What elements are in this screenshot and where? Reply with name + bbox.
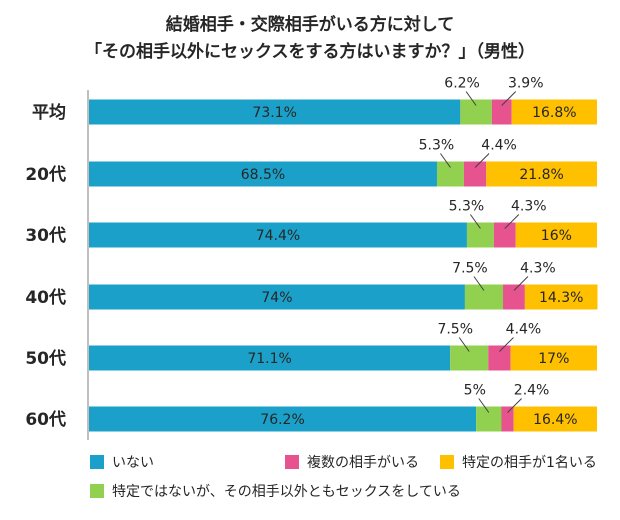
bar-segment bbox=[89, 222, 467, 248]
bar-segment bbox=[460, 99, 492, 125]
bar-segment bbox=[515, 222, 597, 248]
data-label: 73.1% bbox=[252, 105, 296, 121]
bar-segment bbox=[513, 406, 597, 432]
leader-line bbox=[499, 337, 514, 352]
data-label: 16.8% bbox=[532, 105, 576, 121]
category-label: 50代 bbox=[25, 348, 66, 369]
legend-swatch bbox=[440, 455, 454, 469]
leader-line bbox=[513, 276, 529, 291]
data-label: 5.3% bbox=[449, 199, 485, 215]
data-label: 17% bbox=[538, 351, 569, 367]
data-label: 4.4% bbox=[481, 138, 517, 154]
data-label: 14.3% bbox=[539, 290, 583, 306]
leader-line bbox=[458, 337, 470, 352]
category-label: 60代 bbox=[25, 409, 66, 430]
legend-swatch bbox=[285, 455, 299, 469]
data-label: 5% bbox=[464, 383, 486, 399]
chart-title-line1: 結婚相手・交際相手がいる方に対して bbox=[166, 14, 455, 35]
data-label: 3.9% bbox=[508, 76, 544, 92]
legend-label: 特定の相手が1名いる bbox=[462, 455, 597, 471]
data-label: 6.2% bbox=[444, 76, 480, 92]
bar-segment bbox=[503, 284, 525, 310]
data-label: 76.2% bbox=[260, 412, 304, 428]
data-label: 21.8% bbox=[519, 167, 563, 183]
data-label: 71.1% bbox=[247, 351, 291, 367]
data-label: 74.4% bbox=[256, 228, 300, 244]
data-label: 7.5% bbox=[452, 261, 488, 277]
bar-segment bbox=[89, 284, 465, 310]
category-label: 平均 bbox=[32, 102, 66, 123]
leader-line bbox=[504, 214, 520, 229]
bar-segment bbox=[464, 284, 504, 310]
data-label: 16.4% bbox=[533, 412, 577, 428]
bar-segment bbox=[486, 161, 597, 187]
bar-segment bbox=[463, 161, 487, 187]
legend-swatch bbox=[90, 484, 104, 498]
legend-swatch bbox=[90, 455, 104, 469]
data-label: 74% bbox=[261, 290, 292, 306]
bar-segment bbox=[466, 222, 494, 248]
data-label: 4.3% bbox=[511, 199, 547, 215]
leader-line bbox=[440, 153, 451, 168]
bar-segment bbox=[493, 222, 516, 248]
data-label: 5.3% bbox=[419, 138, 455, 154]
leader-line bbox=[470, 214, 481, 229]
bar-segment bbox=[491, 99, 512, 125]
category-label: 20代 bbox=[25, 164, 66, 185]
data-label: 16% bbox=[541, 228, 572, 244]
bar-segment bbox=[488, 345, 511, 371]
legend-label: 複数の相手がいる bbox=[307, 454, 419, 471]
leader-line bbox=[474, 153, 490, 168]
bar-segment bbox=[89, 99, 461, 125]
data-label: 4.3% bbox=[520, 261, 556, 277]
leader-line bbox=[501, 91, 517, 106]
leader-line bbox=[473, 276, 485, 291]
legend-label: いない bbox=[112, 455, 154, 471]
bar-segment bbox=[510, 345, 597, 371]
bar-segment bbox=[511, 99, 597, 125]
bar-segment bbox=[89, 345, 451, 371]
bar-segment bbox=[436, 161, 464, 187]
bar-segment bbox=[89, 406, 477, 432]
category-label: 30代 bbox=[25, 225, 66, 246]
legend-label: 特定ではないが、その相手以外ともセックスをしている bbox=[112, 484, 461, 500]
legend: いない 複数の相手がいる 特定の相手が1名いる特定ではないが、その相手以外ともセック… bbox=[90, 454, 597, 500]
chart-title-line2: 「その相手以外にセックスをする方はいますか？」（男性） bbox=[85, 41, 535, 62]
data-label: 7.5% bbox=[437, 322, 473, 338]
bar-segment bbox=[524, 284, 598, 310]
leader-line bbox=[478, 398, 490, 413]
plot-area: 平均 73.1% 16.8% 6.2% 3.9% 20代 68.5% 21.8% 5.3% 4.4… bbox=[25, 76, 598, 432]
data-label: 68.5% bbox=[241, 167, 285, 183]
category-label: 40代 bbox=[25, 287, 66, 308]
bar-segment bbox=[501, 406, 514, 432]
bar-segment bbox=[89, 161, 437, 187]
data-label: 2.4% bbox=[514, 383, 550, 399]
leader-line bbox=[507, 398, 522, 413]
bar-segment bbox=[476, 406, 502, 432]
bar-segment bbox=[450, 345, 489, 371]
leader-line bbox=[465, 91, 477, 106]
data-label: 4.4% bbox=[506, 322, 542, 338]
